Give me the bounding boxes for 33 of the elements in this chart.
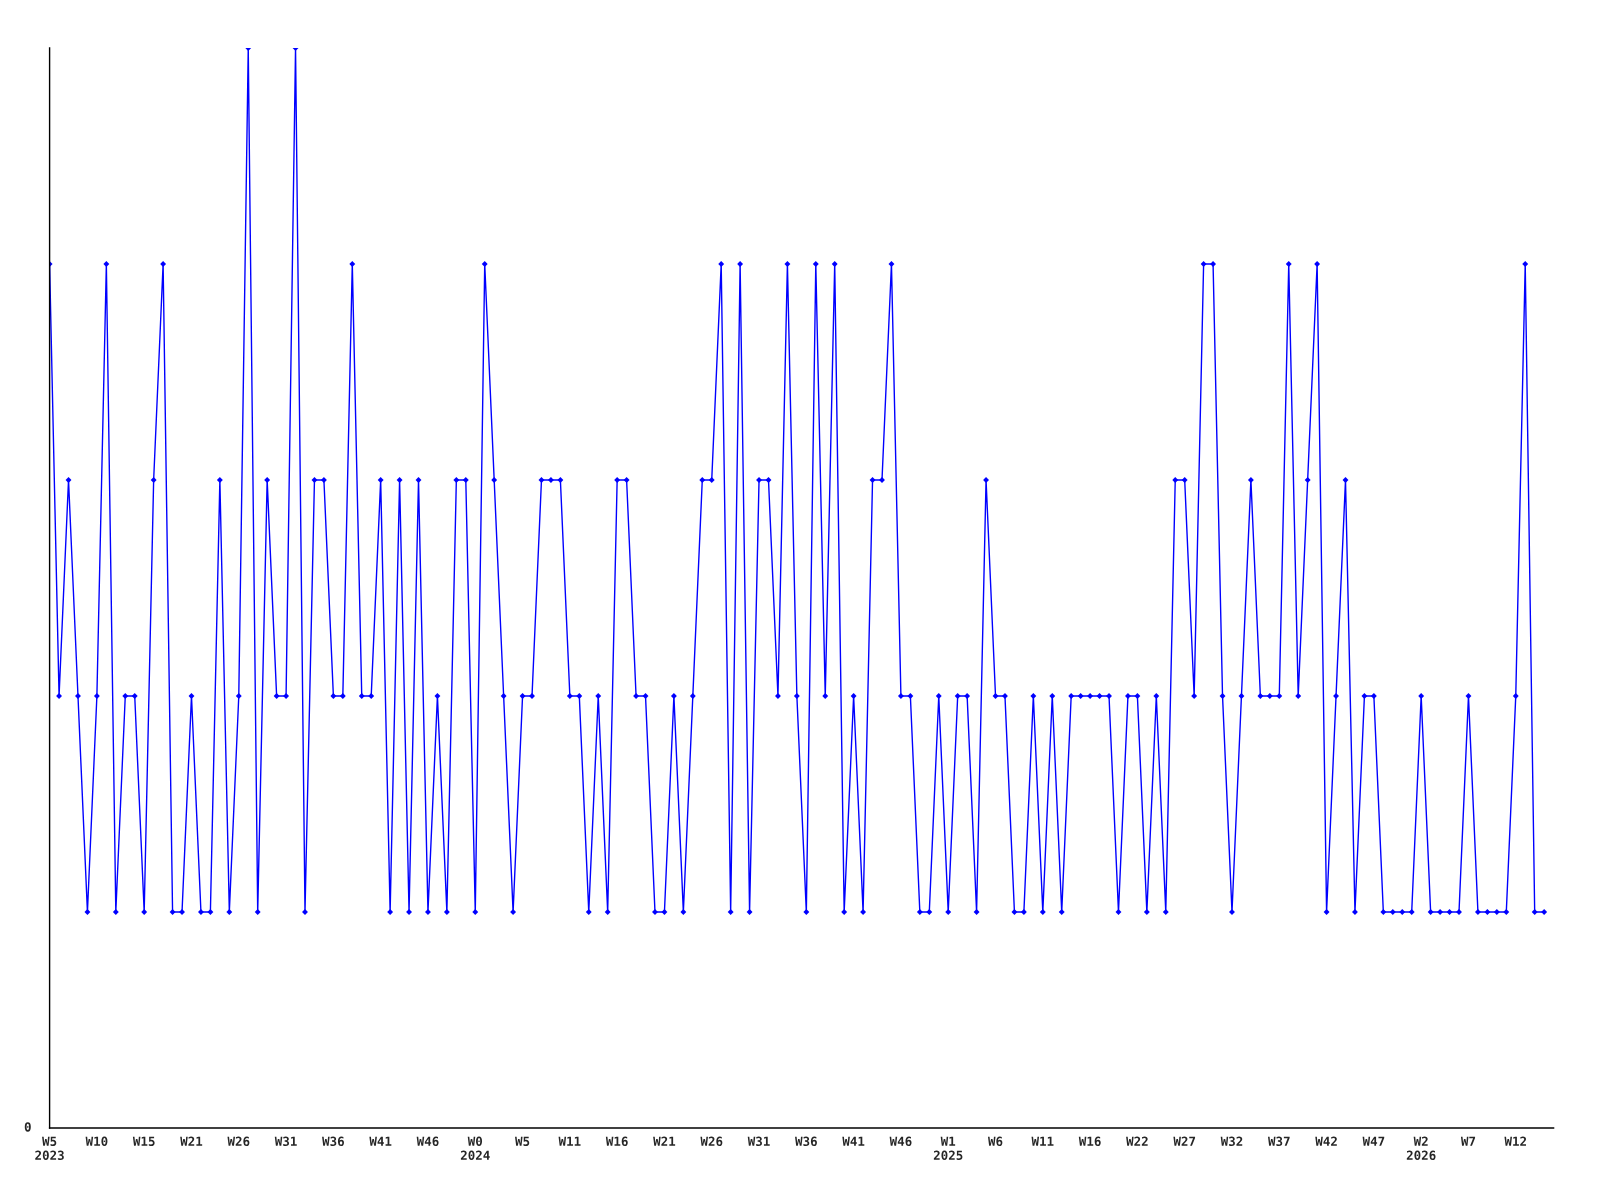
x-tick-label: W36 — [322, 1136, 344, 1147]
x-tick-label: W7 — [1460, 1136, 1476, 1146]
x-tick-label: W5 2023 — [35, 1136, 64, 1161]
x-tick-label: W32 — [1220, 1136, 1243, 1147]
x-tick-label: W11 — [1031, 1136, 1054, 1146]
x-tick-label: W47 — [1362, 1136, 1385, 1146]
x-tick-label: W31 — [747, 1136, 770, 1147]
x-tick-label: W16 — [1078, 1136, 1101, 1147]
x-tick-label: W26 — [227, 1136, 250, 1147]
x-tick-label: W41 — [842, 1136, 865, 1146]
x-tick-label: W6 — [987, 1136, 1003, 1147]
x-tick-label: W11 — [558, 1136, 581, 1146]
x-tick-label: W12 — [1504, 1136, 1527, 1146]
x-tick-label: W46 — [889, 1136, 912, 1147]
x-tick-label: W46 — [416, 1136, 439, 1147]
x-tick-label: W37 — [1268, 1136, 1290, 1147]
x-tick-label: W21 — [180, 1136, 203, 1146]
text: 0 — [24, 1122, 31, 1132]
x-tick-label: W22 — [1126, 1136, 1148, 1146]
x-tick-label: W0 2024 — [460, 1136, 490, 1161]
x-tick-label: W5 — [515, 1136, 530, 1147]
x-tick-label: W15 — [132, 1136, 155, 1147]
x-tick-label: W41 — [369, 1136, 392, 1146]
x-tick-label: W36 — [795, 1136, 817, 1147]
x-tick-label: W26 — [700, 1136, 723, 1147]
x-tick-label: W1 2025 — [933, 1136, 963, 1161]
x-tick-label: W10 — [85, 1136, 108, 1147]
x-tick-label: W27 — [1173, 1136, 1196, 1146]
x-tick-label: W16 — [605, 1136, 628, 1147]
x-tick-label: W2 2026 — [1406, 1136, 1436, 1161]
x-tick-label: W21 — [653, 1136, 676, 1146]
x-tick-label: W42 — [1315, 1136, 1337, 1146]
x-tick-label: W31 — [274, 1136, 297, 1147]
